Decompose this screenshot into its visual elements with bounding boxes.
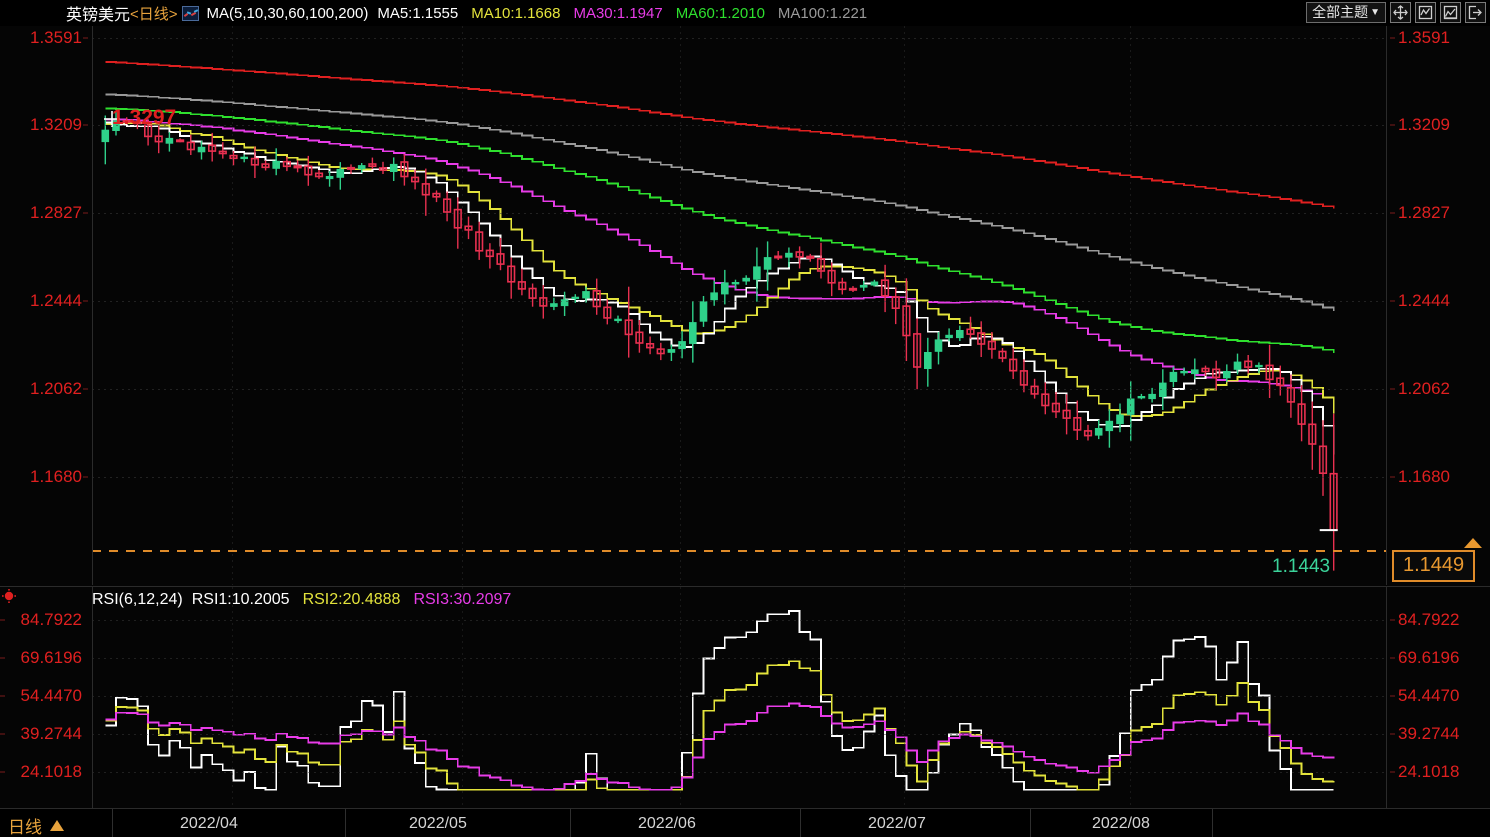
price-tick-label: 1.3591 <box>1398 28 1450 47</box>
time-axis[interactable]: 日线 2022/04 2022/05 2022/06 2022/07 2022/… <box>0 808 1490 837</box>
triangle-up-icon <box>50 820 64 831</box>
rsi-tick-label: 24.1018 <box>20 762 82 781</box>
record-dot-icon <box>2 589 18 605</box>
period-toggle-label: 日线 <box>8 818 42 837</box>
price-tick-label: 1.1680 <box>30 467 82 486</box>
price-tick-label: 1.2444 <box>1398 291 1450 310</box>
rsi-title: RSI(6,12,24) <box>92 591 183 608</box>
price-tick-label: 1.3209 <box>1398 115 1450 134</box>
price-chart-panel[interactable]: 1.3591 1.3209 1.2827 1.2444 1.2062 1.168… <box>0 26 1490 585</box>
symbol-name: 英镑美元 <box>66 7 131 24</box>
time-tick-label: 2022/05 <box>409 815 467 832</box>
current-price-line <box>92 550 1387 552</box>
time-tick-label: 2022/06 <box>638 815 696 832</box>
time-tick-label: 2022/04 <box>180 815 238 832</box>
theme-selector-button[interactable]: 全部主题 ▼ <box>1306 2 1386 23</box>
price-direction-arrow-icon <box>1464 538 1482 548</box>
rsi-tick-label: 54.4470 <box>1398 686 1460 705</box>
measure-tool-icon[interactable] <box>1415 2 1436 23</box>
price-tick-label: 1.2827 <box>1398 203 1450 222</box>
price-axis-left[interactable]: 1.3591 1.3209 1.2827 1.2444 1.2062 1.168… <box>0 26 88 585</box>
chart-indicator-icon[interactable] <box>181 5 199 21</box>
rsi-tick-label: 84.7922 <box>1398 610 1460 629</box>
rsi1-value: RSI1:10.2005 <box>191 591 290 608</box>
price-plot-area[interactable] <box>92 26 1387 585</box>
rsi-tick-label: 24.1018 <box>1398 762 1460 781</box>
period-high-label: 1.3297 <box>112 106 177 129</box>
rsi-tick-label: 54.4470 <box>20 686 82 705</box>
ma60-value: MA60:1.2010 <box>675 4 765 22</box>
ma30-value: MA30:1.1947 <box>573 4 663 22</box>
header-toolbar: 全部主题 ▼ <box>1306 2 1486 23</box>
last-close-label: 1.1443 <box>1272 556 1331 577</box>
current-price-tag[interactable]: 1.1449 <box>1392 550 1476 582</box>
compare-tool-icon[interactable] <box>1440 2 1461 23</box>
rsi2-value: RSI2:20.4888 <box>302 591 401 608</box>
rsi-axis-left[interactable]: 84.7922 69.6196 54.4470 39.2744 24.1018 <box>0 587 88 809</box>
price-tick-label: 1.2444 <box>30 291 82 310</box>
price-tick-label: 1.3591 <box>30 28 82 47</box>
rsi-indicator-panel[interactable]: RSI(6,12,24) RSI1:10.2005 RSI2:20.4888 R… <box>0 586 1490 809</box>
rsi-series-canvas <box>105 610 1335 791</box>
price-tick-label: 1.3209 <box>30 115 82 134</box>
ma100-value: MA100:1.221 <box>777 4 868 22</box>
ma5-value: MA5:1.1555 <box>377 4 459 22</box>
ma10-value: MA10:1.1668 <box>471 4 561 22</box>
theme-selector-label: 全部主题 <box>1312 4 1369 20</box>
rsi-plot-area[interactable] <box>92 587 1387 809</box>
price-tick-label: 1.2827 <box>30 203 82 222</box>
rsi-header: RSI(6,12,24) RSI1:10.2005 RSI2:20.4888 R… <box>92 588 511 612</box>
price-tick-label: 1.1680 <box>1398 467 1450 486</box>
exit-tool-icon[interactable] <box>1465 2 1486 23</box>
rsi-tick-label: 39.2744 <box>20 724 82 743</box>
rsi3-value: RSI3:30.2097 <box>413 591 512 608</box>
price-series-canvas <box>101 61 1338 571</box>
rsi-tick-label: 84.7922 <box>20 610 82 629</box>
rsi-axis-right[interactable]: 84.7922 69.6196 54.4470 39.2744 24.1018 <box>1390 587 1490 809</box>
price-tick-label: 1.2062 <box>1398 379 1450 398</box>
time-tick-label: 2022/08 <box>1092 815 1150 832</box>
ma-params-label: MA(5,10,30,60,100,200) <box>206 4 369 22</box>
time-tick-label: 2022/07 <box>868 815 926 832</box>
symbol-period: <日线> <box>130 5 178 23</box>
price-tick-label: 1.2062 <box>30 379 82 398</box>
rsi-tick-label: 69.6196 <box>20 648 82 667</box>
chart-header: 英镑美元 <日线> MA(5,10,30,60,100,200) MA5:1.1… <box>0 0 1490 26</box>
price-axis-right[interactable]: 1.3591 1.3209 1.2827 1.2444 1.2062 1.168… <box>1390 26 1490 585</box>
rsi-tick-label: 39.2744 <box>1398 724 1460 743</box>
crosshair-tool-icon[interactable] <box>1390 2 1411 23</box>
chevron-down-icon: ▼ <box>1370 6 1380 18</box>
rsi-tick-label: 69.6196 <box>1398 648 1460 667</box>
period-toggle-button[interactable]: 日线 <box>8 813 64 837</box>
